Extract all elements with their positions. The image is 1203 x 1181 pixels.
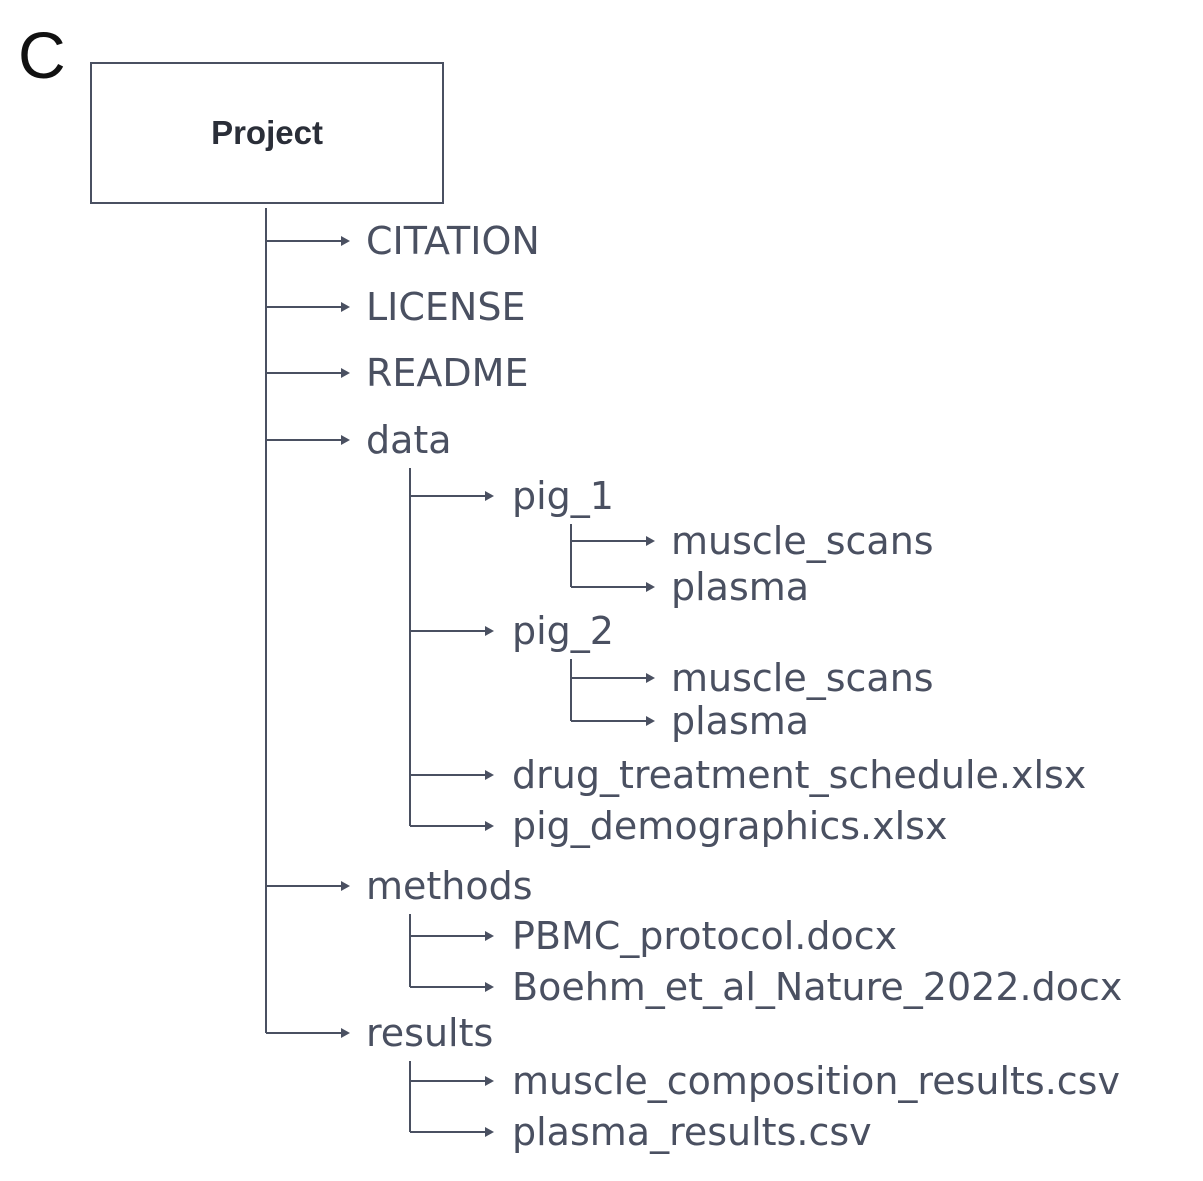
tree-node-label: drug_treatment_schedule.xlsx bbox=[512, 753, 1087, 797]
tree-node-label: LICENSE bbox=[366, 285, 526, 329]
tree-node-label: methods bbox=[366, 864, 533, 908]
tree-node-label: data bbox=[366, 418, 452, 462]
arrow-head-icon bbox=[341, 435, 350, 445]
arrow-head-icon bbox=[646, 536, 655, 546]
tree-node-label: PBMC_protocol.docx bbox=[512, 914, 898, 958]
arrow-head-icon bbox=[646, 673, 655, 683]
tree-node-label: pig_demographics.xlsx bbox=[512, 804, 948, 848]
arrow-head-icon bbox=[485, 982, 494, 992]
root-node-label: Project bbox=[211, 114, 323, 151]
arrow-head-icon bbox=[485, 770, 494, 780]
arrow-head-icon bbox=[341, 1028, 350, 1038]
tree-node-label: pig_1 bbox=[512, 474, 614, 518]
arrow-head-icon bbox=[341, 881, 350, 891]
arrow-head-icon bbox=[485, 1127, 494, 1137]
tree-node-label: muscle_scans bbox=[671, 519, 934, 563]
tree-node-label: results bbox=[366, 1011, 494, 1055]
arrow-head-icon bbox=[485, 626, 494, 636]
arrow-head-icon bbox=[646, 716, 655, 726]
tree-node-label: CITATION bbox=[366, 219, 540, 263]
arrow-head-icon bbox=[341, 368, 350, 378]
tree-node-label: plasma_results.csv bbox=[512, 1110, 872, 1154]
arrow-head-icon bbox=[646, 582, 655, 592]
arrow-head-icon bbox=[485, 931, 494, 941]
panel-letter: C bbox=[18, 18, 66, 92]
arrow-head-icon bbox=[485, 491, 494, 501]
tree-node-label: muscle_scans bbox=[671, 656, 934, 700]
tree-node-label: Boehm_et_al_Nature_2022.docx bbox=[512, 965, 1123, 1009]
tree-node-label: plasma bbox=[671, 699, 810, 743]
tree-node-label: pig_2 bbox=[512, 609, 614, 653]
tree-node-label: muscle_composition_results.csv bbox=[512, 1059, 1120, 1103]
arrow-head-icon bbox=[485, 1076, 494, 1086]
arrow-head-icon bbox=[485, 821, 494, 831]
arrow-head-icon bbox=[341, 302, 350, 312]
arrow-head-icon bbox=[341, 236, 350, 246]
tree-node-label: plasma bbox=[671, 565, 810, 609]
tree-node-label: README bbox=[366, 351, 529, 395]
root-node-box: Project bbox=[90, 62, 444, 204]
